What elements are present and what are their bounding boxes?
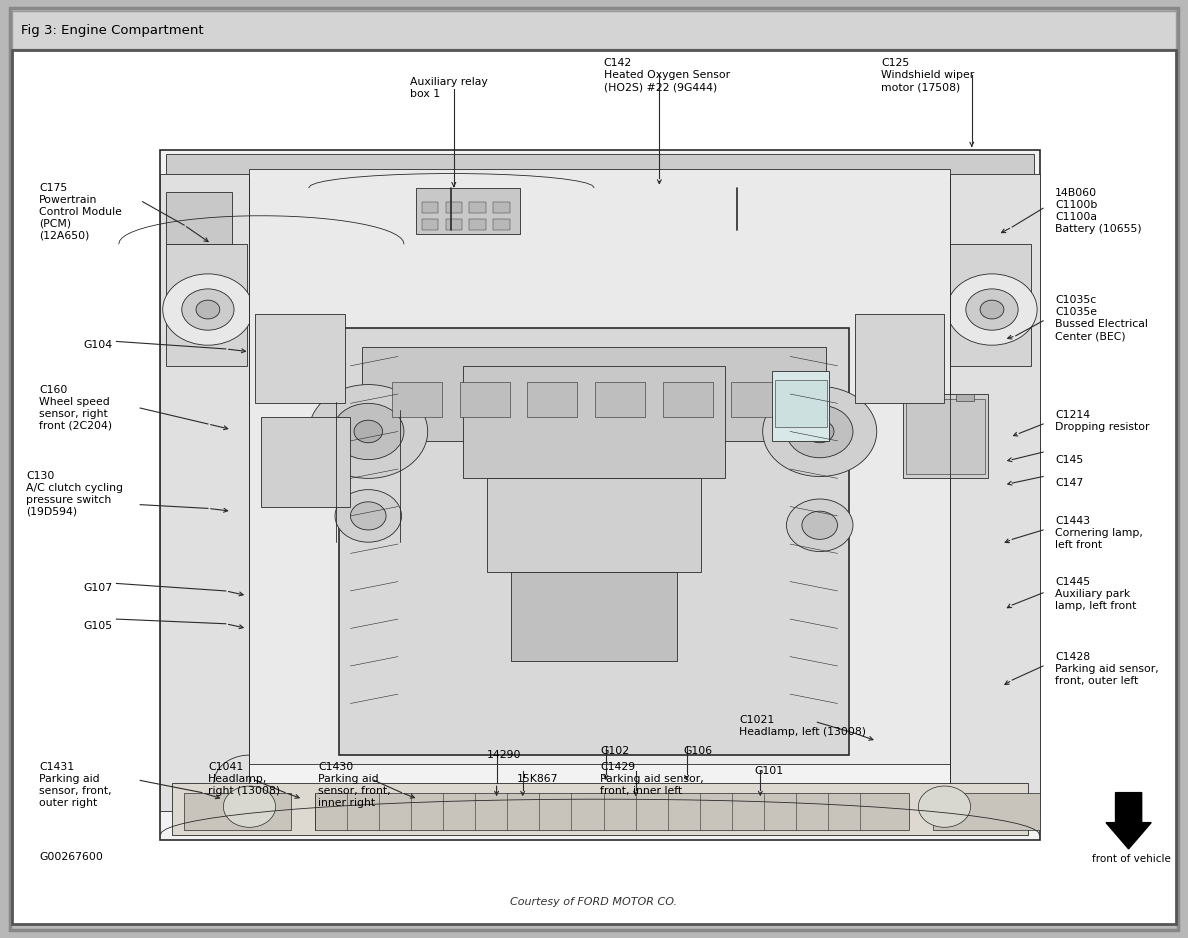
Circle shape [786,499,853,552]
FancyBboxPatch shape [166,244,247,366]
FancyBboxPatch shape [460,382,510,417]
FancyBboxPatch shape [446,219,462,230]
FancyBboxPatch shape [184,793,291,830]
Text: C145: C145 [1055,455,1083,465]
FancyBboxPatch shape [487,478,701,572]
FancyBboxPatch shape [511,572,677,661]
FancyBboxPatch shape [160,174,249,811]
Circle shape [966,289,1018,330]
FancyBboxPatch shape [950,244,1031,366]
Text: C175
Powertrain
Control Module
(PCM)
(12A650): C175 Powertrain Control Module (PCM) (12… [39,183,122,241]
FancyBboxPatch shape [315,793,909,830]
FancyBboxPatch shape [166,154,1034,188]
FancyBboxPatch shape [493,219,510,230]
Circle shape [309,385,428,478]
Text: C1041
Headlamp,
right (13008): C1041 Headlamp, right (13008) [208,762,280,795]
Circle shape [918,786,971,827]
Text: Fig 3: Engine Compartment: Fig 3: Engine Compartment [21,23,204,37]
FancyBboxPatch shape [469,202,486,213]
Circle shape [163,274,253,345]
FancyBboxPatch shape [392,382,442,417]
Text: C1035c
C1035e
Bussed Electrical
Center (BEC): C1035c C1035e Bussed Electrical Center (… [1055,295,1148,341]
FancyBboxPatch shape [595,382,645,417]
FancyBboxPatch shape [12,11,1176,49]
FancyBboxPatch shape [906,399,985,474]
Circle shape [786,405,853,458]
Text: C1430
Parking aid
sensor, front,
inner right: C1430 Parking aid sensor, front, inner r… [318,762,391,808]
FancyBboxPatch shape [775,380,827,427]
Text: C1021
Headlamp, left (13008): C1021 Headlamp, left (13008) [739,715,866,736]
Circle shape [182,289,234,330]
Text: 14290: 14290 [487,750,522,761]
Text: front of vehicle: front of vehicle [1092,854,1170,864]
FancyBboxPatch shape [261,417,350,507]
Text: C1443
Cornering lamp,
left front: C1443 Cornering lamp, left front [1055,516,1143,550]
Circle shape [354,420,383,443]
FancyBboxPatch shape [463,366,725,478]
Circle shape [223,786,276,827]
Text: C1431
Parking aid
sensor, front,
outer right: C1431 Parking aid sensor, front, outer r… [39,762,112,808]
FancyBboxPatch shape [527,382,577,417]
FancyBboxPatch shape [903,394,988,478]
Text: Courtesy of FORD MOTOR CO.: Courtesy of FORD MOTOR CO. [511,898,677,907]
FancyBboxPatch shape [160,150,1040,840]
Text: 14B060
C1100b
C1100a
Battery (10655): 14B060 C1100b C1100a Battery (10655) [1055,188,1142,234]
FancyBboxPatch shape [422,202,438,213]
Text: Auxiliary relay
box 1: Auxiliary relay box 1 [410,77,487,98]
FancyBboxPatch shape [416,188,520,234]
Circle shape [763,386,877,477]
FancyBboxPatch shape [220,185,980,230]
Text: G107: G107 [83,583,113,594]
FancyBboxPatch shape [446,202,462,213]
Text: G105: G105 [83,621,113,631]
Circle shape [196,300,220,319]
FancyBboxPatch shape [339,328,849,755]
Text: C142
Heated Oxygen Sensor
(HO2S) #22 (9G444): C142 Heated Oxygen Sensor (HO2S) #22 (9G… [604,58,729,92]
Text: C130
A/C clutch cycling
pressure switch
(19D594): C130 A/C clutch cycling pressure switch … [26,471,124,517]
Text: G104: G104 [83,340,113,350]
Circle shape [980,300,1004,319]
Text: G00267600: G00267600 [39,852,103,862]
Circle shape [350,502,386,530]
FancyBboxPatch shape [772,371,829,441]
FancyBboxPatch shape [469,219,486,230]
Text: G106: G106 [683,746,713,756]
FancyBboxPatch shape [422,219,438,230]
Text: C1445
Auxiliary park
lamp, left front: C1445 Auxiliary park lamp, left front [1055,577,1136,611]
FancyBboxPatch shape [855,314,944,403]
FancyBboxPatch shape [166,192,232,244]
FancyBboxPatch shape [255,314,345,403]
FancyBboxPatch shape [956,394,974,401]
FancyBboxPatch shape [172,783,1028,835]
Circle shape [333,403,404,460]
FancyBboxPatch shape [493,202,510,213]
Text: C147: C147 [1055,478,1083,489]
Circle shape [802,511,838,539]
FancyBboxPatch shape [10,8,1178,930]
FancyBboxPatch shape [249,169,950,764]
Circle shape [805,420,834,443]
Circle shape [335,490,402,542]
FancyBboxPatch shape [731,382,781,417]
Circle shape [947,274,1037,345]
Text: C1214
Dropping resistor: C1214 Dropping resistor [1055,410,1150,431]
FancyBboxPatch shape [663,382,713,417]
FancyBboxPatch shape [362,347,826,441]
Text: C160
Wheel speed
sensor, right
front (2C204): C160 Wheel speed sensor, right front (2C… [39,385,113,431]
Text: G102: G102 [600,746,630,756]
FancyBboxPatch shape [950,174,1040,811]
FancyBboxPatch shape [917,394,935,401]
FancyBboxPatch shape [933,793,1040,830]
FancyBboxPatch shape [511,189,677,216]
Text: C125
Windshield wiper
motor (17508): C125 Windshield wiper motor (17508) [881,58,974,92]
Text: G101: G101 [754,766,784,777]
FancyArrow shape [1106,793,1151,849]
Text: C1429
Parking aid sensor,
front, inner left: C1429 Parking aid sensor, front, inner l… [600,762,703,795]
FancyBboxPatch shape [12,50,1176,924]
Text: 15K867: 15K867 [517,774,558,784]
Text: C1428
Parking aid sensor,
front, outer left: C1428 Parking aid sensor, front, outer l… [1055,652,1158,686]
